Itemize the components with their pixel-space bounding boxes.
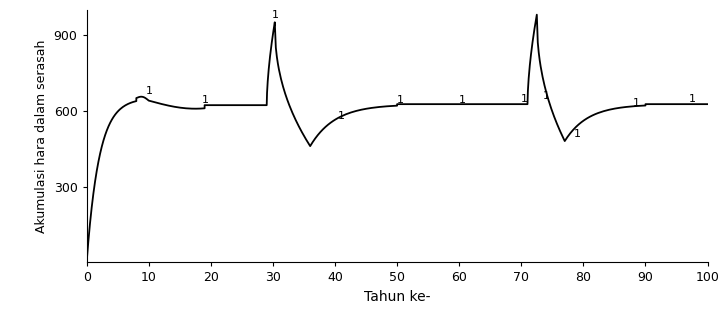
Text: 1: 1 [146,85,152,96]
Text: 1: 1 [633,98,640,108]
Text: 1: 1 [521,94,529,104]
X-axis label: Tahun ke-: Tahun ke- [364,290,430,304]
Text: 1: 1 [574,129,581,139]
Text: 1: 1 [201,95,209,105]
Text: 1: 1 [271,10,279,20]
Y-axis label: Akumulasi hara dalam serasah: Akumulasi hara dalam serasah [35,39,48,233]
Text: 1: 1 [543,91,550,100]
Text: 1: 1 [397,95,404,105]
Text: 1: 1 [459,95,466,105]
Text: 1: 1 [689,94,696,104]
Text: 1: 1 [338,111,345,121]
